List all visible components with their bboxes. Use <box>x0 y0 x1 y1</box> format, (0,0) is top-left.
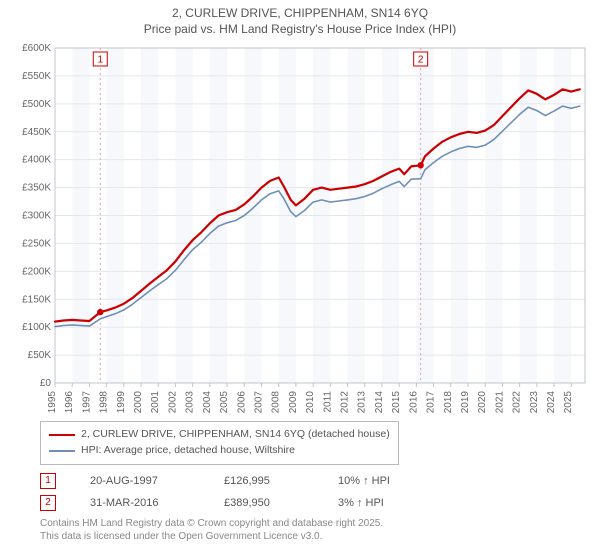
svg-text:1: 1 <box>97 55 103 66</box>
svg-text:2018: 2018 <box>443 391 454 414</box>
sale-delta-2: 3% ↑ HPI <box>338 497 384 509</box>
sale-date-1: 20-AUG-1997 <box>90 475 190 487</box>
svg-text:2013: 2013 <box>357 391 368 414</box>
chart-title-block: 2, CURLEW DRIVE, CHIPPENHAM, SN14 6YQ Pr… <box>0 0 600 37</box>
line-chart: £0 £50K £100K £150K £200K £250K £300K £350K £400… <box>10 43 590 415</box>
legend-label-hpi: HPI: Average price, detached house, Wilt… <box>81 443 295 459</box>
svg-text:2016: 2016 <box>408 391 419 414</box>
svg-text:£350K: £350K <box>22 183 51 194</box>
svg-text:2024: 2024 <box>546 391 557 414</box>
svg-text:2001: 2001 <box>150 391 161 414</box>
svg-text:2007: 2007 <box>253 391 264 414</box>
svg-text:£300K: £300K <box>22 211 51 222</box>
svg-text:2011: 2011 <box>322 391 333 413</box>
legend-swatch-hpi <box>49 450 75 452</box>
legend-swatch-price-paid <box>49 434 75 436</box>
title-line-2: Price paid vs. HM Land Registry's House … <box>0 22 600 38</box>
svg-text:£400K: £400K <box>22 155 51 166</box>
footer-line-2: This data is licensed under the Open Gov… <box>40 530 600 543</box>
svg-text:£100K: £100K <box>22 322 51 333</box>
svg-text:2002: 2002 <box>167 391 178 414</box>
sale-price-2: £389,950 <box>224 497 304 509</box>
legend-item-hpi: HPI: Average price, detached house, Wilt… <box>49 443 390 459</box>
sale-row-1: 1 20-AUG-1997 £126,995 10% ↑ HPI <box>40 473 600 489</box>
svg-text:2005: 2005 <box>219 391 230 414</box>
svg-text:2019: 2019 <box>460 391 471 414</box>
svg-text:£50K: £50K <box>28 350 52 361</box>
title-line-1: 2, CURLEW DRIVE, CHIPPENHAM, SN14 6YQ <box>0 6 600 22</box>
svg-text:1998: 1998 <box>99 391 110 414</box>
legend-item-price-paid: 2, CURLEW DRIVE, CHIPPENHAM, SN14 6YQ (d… <box>49 427 390 443</box>
sale-events: 1 20-AUG-1997 £126,995 10% ↑ HPI 2 31-MA… <box>40 473 600 511</box>
svg-text:£500K: £500K <box>22 99 51 110</box>
svg-text:2010: 2010 <box>305 391 316 414</box>
svg-text:2008: 2008 <box>271 391 282 414</box>
svg-text:£600K: £600K <box>22 43 51 54</box>
svg-text:2015: 2015 <box>391 391 402 414</box>
svg-text:£550K: £550K <box>22 71 51 82</box>
svg-text:1997: 1997 <box>81 391 92 414</box>
chart-svg: £0 £50K £100K £150K £200K £250K £300K £350K £400… <box>10 43 590 415</box>
svg-text:2021: 2021 <box>494 391 505 414</box>
svg-text:£150K: £150K <box>22 294 51 305</box>
sale-marker-2: 2 <box>40 495 56 511</box>
svg-text:2022: 2022 <box>512 391 523 414</box>
sale-date-2: 31-MAR-2016 <box>90 497 190 509</box>
svg-text:1996: 1996 <box>64 391 75 414</box>
attribution-footer: Contains HM Land Registry data © Crown c… <box>40 517 600 543</box>
footer-line-1: Contains HM Land Registry data © Crown c… <box>40 517 600 530</box>
svg-text:£250K: £250K <box>22 239 51 250</box>
svg-text:£450K: £450K <box>22 127 51 138</box>
svg-text:2009: 2009 <box>288 391 299 414</box>
sale-marker-1: 1 <box>40 473 56 489</box>
sale-row-2: 2 31-MAR-2016 £389,950 3% ↑ HPI <box>40 495 600 511</box>
svg-text:2012: 2012 <box>340 391 351 414</box>
svg-text:2014: 2014 <box>374 391 385 414</box>
svg-text:2025: 2025 <box>563 391 574 414</box>
svg-text:2017: 2017 <box>426 391 437 414</box>
svg-text:2004: 2004 <box>202 391 213 414</box>
svg-text:2: 2 <box>418 55 424 66</box>
svg-text:2003: 2003 <box>185 391 196 414</box>
legend: 2, CURLEW DRIVE, CHIPPENHAM, SN14 6YQ (d… <box>40 421 399 465</box>
svg-text:2020: 2020 <box>477 391 488 414</box>
svg-text:2023: 2023 <box>529 391 540 414</box>
svg-text:£200K: £200K <box>22 267 51 278</box>
svg-text:2000: 2000 <box>133 391 144 414</box>
svg-text:1999: 1999 <box>116 391 127 414</box>
svg-text:1995: 1995 <box>47 391 58 414</box>
sale-price-1: £126,995 <box>224 475 304 487</box>
svg-text:£0: £0 <box>40 378 52 389</box>
sale-delta-1: 10% ↑ HPI <box>338 475 390 487</box>
svg-text:2006: 2006 <box>236 391 247 414</box>
legend-label-price-paid: 2, CURLEW DRIVE, CHIPPENHAM, SN14 6YQ (d… <box>81 427 390 443</box>
